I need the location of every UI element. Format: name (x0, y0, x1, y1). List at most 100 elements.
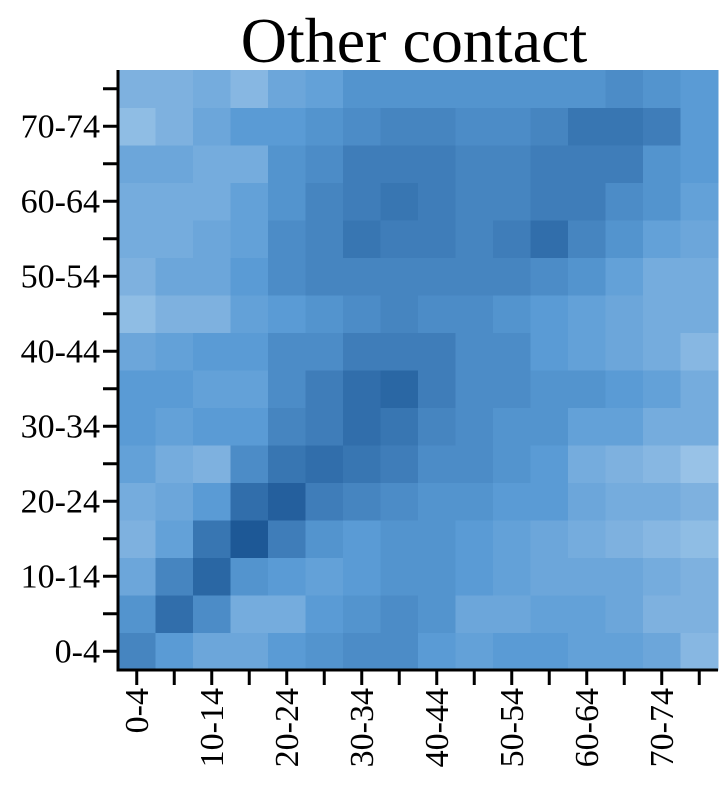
heatmap-cell (343, 370, 381, 408)
x-tick-label: 70-74 (644, 688, 681, 767)
heatmap-cell (680, 220, 719, 258)
heatmap-cell (530, 145, 569, 183)
heatmap-cell (268, 182, 306, 221)
heatmap-cell (605, 595, 644, 633)
heatmap-cell (193, 445, 231, 483)
heatmap-cell (643, 445, 681, 483)
heatmap-cell (305, 182, 344, 221)
y-tick-label: 70-74 (21, 108, 100, 145)
heatmap-cell (643, 295, 681, 333)
heatmap-cell (230, 295, 269, 333)
heatmap-cell (455, 520, 494, 558)
heatmap-cell (643, 70, 681, 108)
heatmap-cell (418, 107, 456, 146)
heatmap-cell (530, 370, 569, 408)
heatmap-cell (268, 595, 306, 633)
heatmap-cell (118, 220, 156, 258)
y-tick-label: 20-24 (21, 483, 100, 520)
heatmap-cell (455, 70, 494, 108)
heatmap-cell (643, 407, 681, 446)
heatmap-cell (680, 370, 719, 408)
heatmap-cell (455, 145, 494, 183)
heatmap-cell (568, 70, 606, 108)
heatmap-cell (605, 332, 644, 371)
heatmap-cell (118, 295, 156, 333)
heatmap-cell (680, 445, 719, 483)
heatmap-cell (343, 595, 381, 633)
heatmap-cell (568, 557, 606, 596)
heatmap-cell (455, 407, 494, 446)
heatmap-cell (530, 407, 569, 446)
heatmap-cell (305, 482, 344, 521)
heatmap-cell (305, 257, 344, 296)
heatmap-cell (418, 370, 456, 408)
heatmap-cell (305, 520, 344, 558)
heatmap-cell (155, 445, 194, 483)
heatmap-cell (493, 70, 531, 108)
heatmap-cell (418, 632, 456, 671)
heatmap-cell (230, 445, 269, 483)
y-tick-label: 30-34 (21, 408, 100, 445)
heatmap-cell (343, 182, 381, 221)
heatmap-cell (380, 370, 419, 408)
heatmap-cell (680, 295, 719, 333)
heatmap-cell (343, 445, 381, 483)
heatmap-cell (605, 107, 644, 146)
heatmap-cell (193, 520, 231, 558)
heatmap-cell (155, 145, 194, 183)
heatmap-cell (605, 445, 644, 483)
heatmap-cell (493, 295, 531, 333)
heatmap-cell (305, 332, 344, 371)
heatmap-cell (530, 220, 569, 258)
heatmap-cell (568, 257, 606, 296)
heatmap-cell (418, 557, 456, 596)
heatmap-cell (493, 407, 531, 446)
heatmap-cell (305, 445, 344, 483)
heatmap-cell (118, 107, 156, 146)
heatmap-cell (680, 520, 719, 558)
heatmap-cell (605, 520, 644, 558)
heatmap-cell (643, 145, 681, 183)
heatmap-cell (343, 295, 381, 333)
heatmap-cell (193, 70, 231, 108)
y-tick-label: 0-4 (55, 633, 100, 670)
heatmap-cell (680, 70, 719, 108)
heatmap-cell (343, 520, 381, 558)
heatmap-cell (268, 107, 306, 146)
heatmap-cell (343, 332, 381, 371)
y-tick-label: 50-54 (21, 258, 100, 295)
heatmap-cell (343, 257, 381, 296)
heatmap-cell (530, 445, 569, 483)
heatmap-cell (493, 257, 531, 296)
heatmap-cell (155, 182, 194, 221)
heatmap-cell (305, 595, 344, 633)
heatmap-cell (118, 482, 156, 521)
heatmap-cell (418, 332, 456, 371)
heatmap-cell (568, 107, 606, 146)
heatmap-cell (305, 295, 344, 333)
heatmap-cell (118, 557, 156, 596)
heatmap-cell (568, 632, 606, 671)
heatmap-cell (193, 182, 231, 221)
heatmap-cell (530, 257, 569, 296)
x-tick-label: 50-54 (494, 688, 531, 767)
heatmap-cell (568, 370, 606, 408)
heatmap-cell (455, 107, 494, 146)
heatmap-cell (680, 107, 719, 146)
heatmap-cell (268, 520, 306, 558)
heatmap-cell (643, 257, 681, 296)
heatmap-cell (268, 407, 306, 446)
heatmap-cell (118, 520, 156, 558)
heatmap-cell (305, 220, 344, 258)
heatmap-cell (230, 632, 269, 671)
heatmap-cell (680, 332, 719, 371)
heatmap-cell (118, 370, 156, 408)
heatmap-cell (193, 145, 231, 183)
heatmap-cell (155, 295, 194, 333)
heatmap-cell (268, 632, 306, 671)
y-tick-label: 40-44 (21, 333, 100, 370)
heatmap-cell (605, 482, 644, 521)
heatmap-cell (643, 332, 681, 371)
heatmap-cell (268, 482, 306, 521)
